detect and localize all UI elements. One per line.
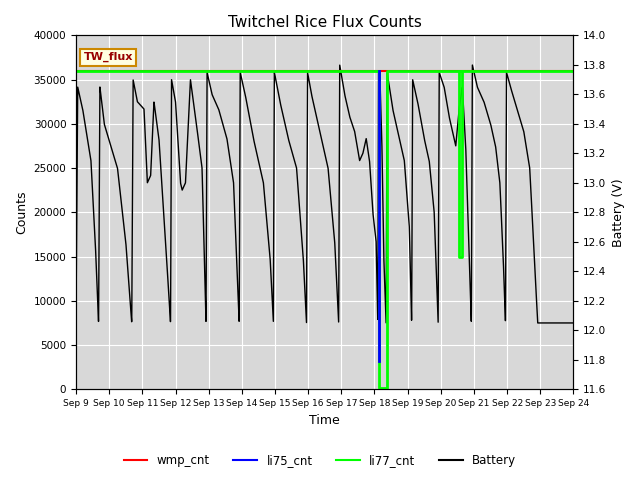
Y-axis label: Counts: Counts (15, 191, 28, 234)
X-axis label: Time: Time (309, 414, 340, 427)
Y-axis label: Battery (V): Battery (V) (612, 178, 625, 247)
Title: Twitchel Rice Flux Counts: Twitchel Rice Flux Counts (228, 15, 422, 30)
Text: TW_flux: TW_flux (83, 52, 133, 62)
Legend: wmp_cnt, li75_cnt, li77_cnt, Battery: wmp_cnt, li75_cnt, li77_cnt, Battery (119, 449, 521, 472)
